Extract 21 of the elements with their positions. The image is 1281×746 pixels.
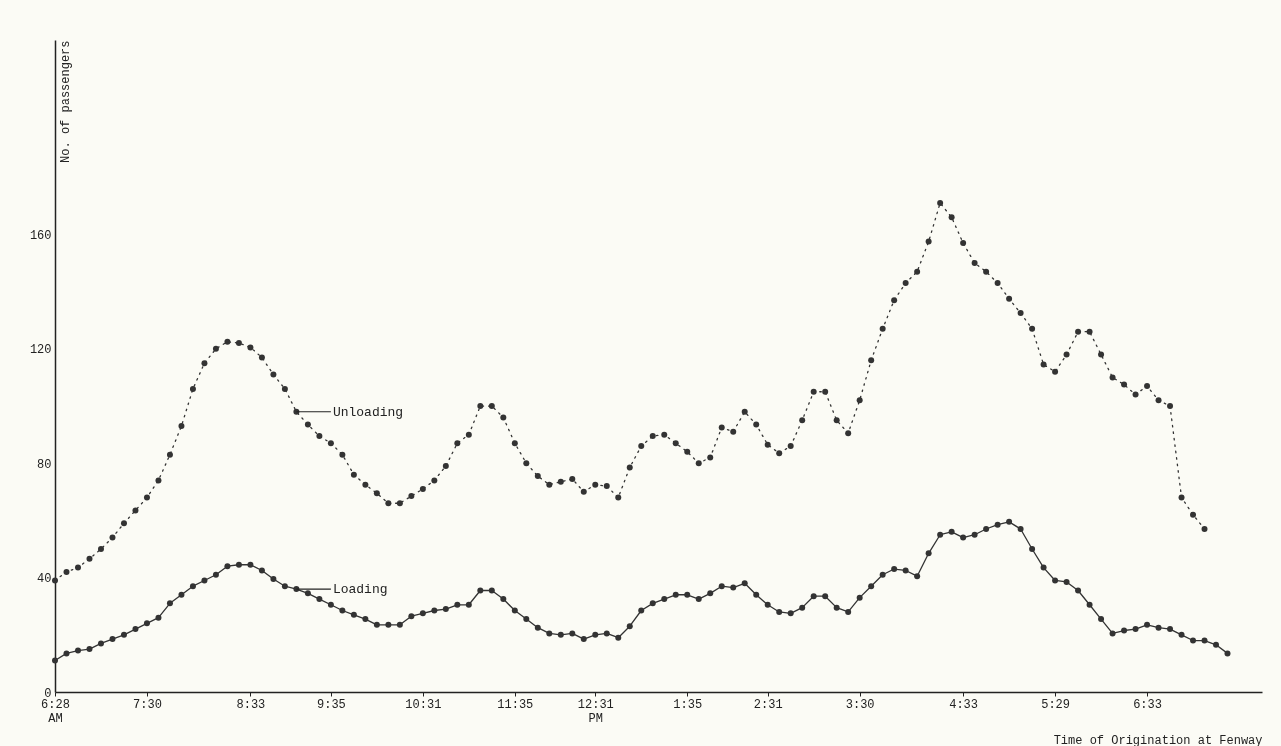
x-axis-title: Time of Origination at Fenway [1053,733,1263,746]
x-tick-label: 10:31 [405,697,442,712]
x-tick-label: 1:35 [673,697,703,712]
x-tick-label: 4:33 [949,697,979,712]
y-tick-label: 120 [29,343,52,358]
x-tick-label: 9:35 [316,697,346,712]
x-tick-label: 12:31 PM [577,697,614,726]
x-tick-label: 11:35 [497,697,534,712]
y-tick-label: 80 [37,457,52,472]
x-tick-label: 8:33 [236,697,266,712]
series-label: Loading [332,582,388,598]
x-tick-label: 6:33 [1133,697,1162,712]
x-tick-label: 2:31 [753,697,783,712]
y-tick-label: 160 [29,228,52,243]
x-tick-label: 6:28 AM [41,697,70,726]
series-label: Unloading [332,404,404,420]
x-tick-label: 5:29 [1041,697,1070,712]
y-tick-label: 40 [37,572,52,587]
x-tick-label: 3:30 [845,697,875,712]
x-tick-label: 7:30 [133,697,162,712]
y-axis-title: No. of passengers [58,40,73,163]
